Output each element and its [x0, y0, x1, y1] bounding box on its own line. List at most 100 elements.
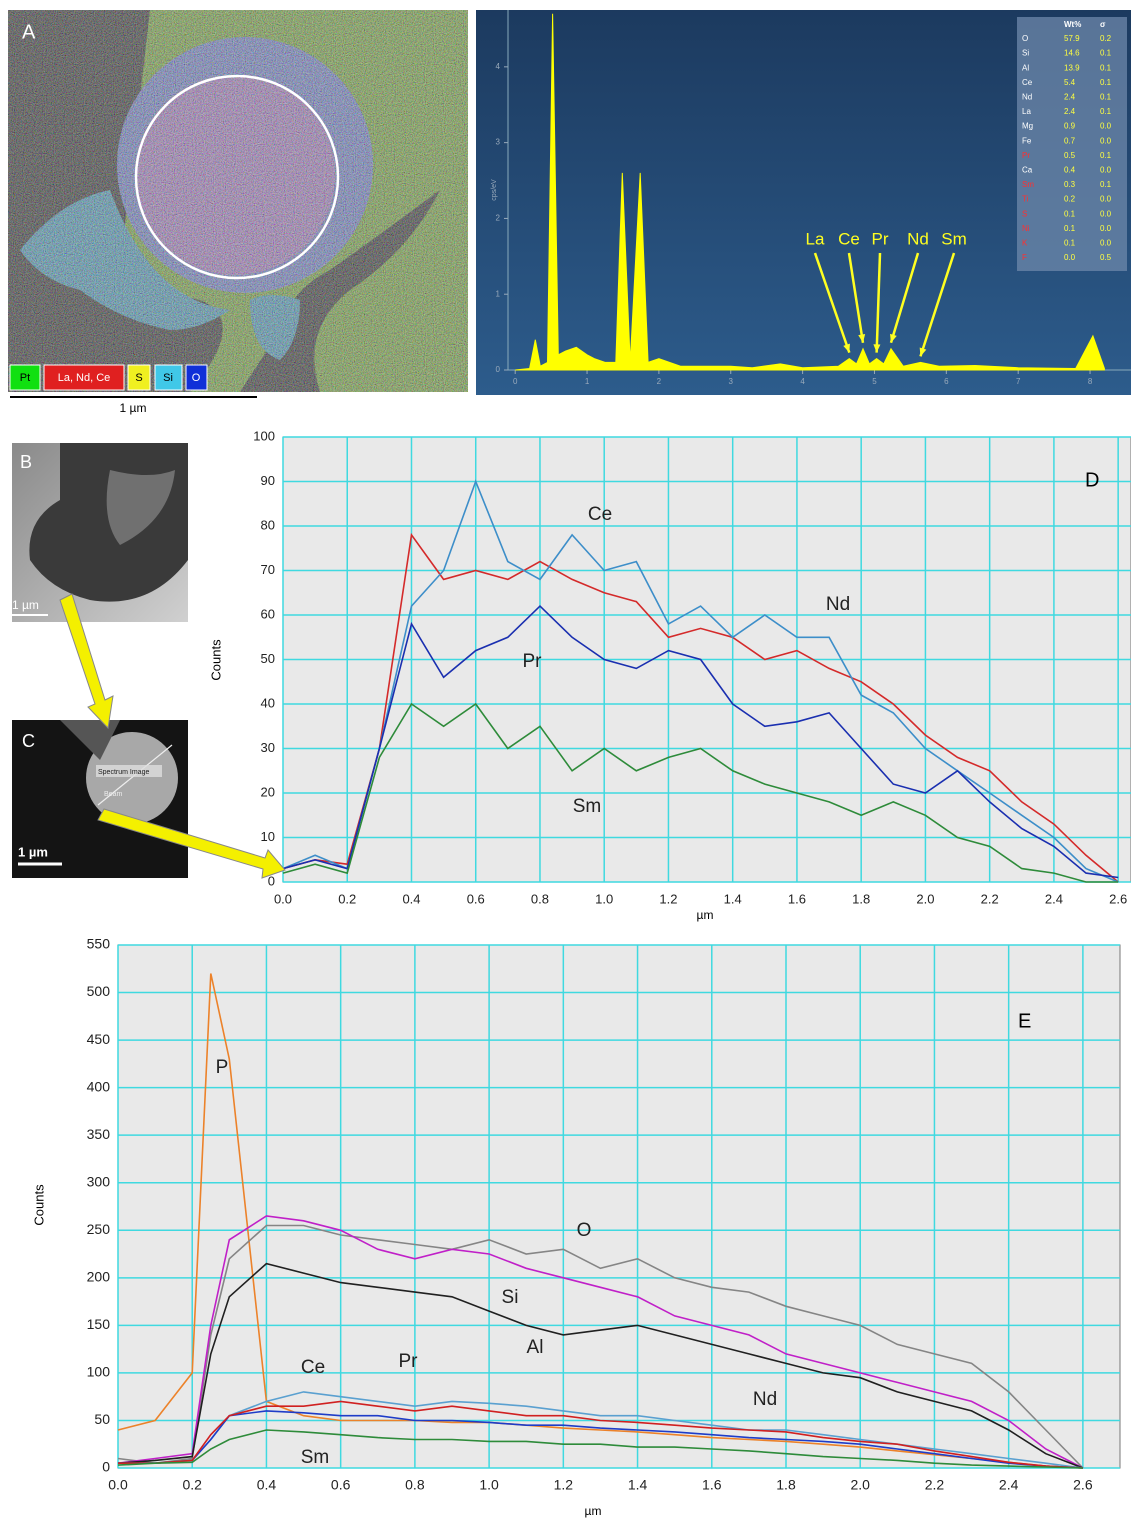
scale-label: 1 µm: [120, 401, 147, 415]
peak-label: Sm: [941, 229, 967, 248]
series-label: Si: [502, 1287, 519, 1308]
table-cell: Sm: [1022, 180, 1034, 189]
panel-label: A: [22, 21, 36, 43]
table-cell: 2.4: [1064, 107, 1076, 116]
x-tick-label: 8: [1088, 377, 1093, 386]
x-tick-label: 0.2: [182, 1477, 202, 1493]
x-tick-label: 1.4: [724, 891, 742, 906]
x-tick-label: 4: [800, 377, 805, 386]
legend-text: La, Nd, Ce: [58, 372, 111, 384]
table-cell: Nd: [1022, 93, 1032, 102]
x-tick-label: 1.8: [852, 891, 870, 906]
table-cell: 0.1: [1100, 78, 1112, 87]
x-tick-label: 2.4: [999, 1477, 1019, 1493]
x-tick-label: 1.6: [788, 891, 806, 906]
y-tick-label: 100: [253, 428, 275, 443]
y-axis-label: cps/eV: [491, 179, 498, 201]
x-tick-label: 1.2: [659, 891, 677, 906]
x-tick-label: 2.0: [850, 1477, 870, 1493]
series-label: Pr: [399, 1351, 419, 1372]
table-cell: 57.9: [1064, 34, 1080, 43]
panel-label: B: [20, 452, 32, 472]
y-tick-label: 0: [102, 1459, 110, 1475]
series-label: P: [216, 1057, 229, 1078]
table-cell: 0.9: [1064, 122, 1076, 131]
panel-label: C: [22, 731, 35, 751]
table-cell: Ca: [1022, 166, 1033, 175]
y-axis-label: Counts: [208, 639, 223, 681]
y-tick-label: 70: [261, 562, 275, 577]
table-cell: F: [1022, 253, 1027, 262]
table-cell: 0.5: [1100, 253, 1112, 262]
y-tick-label: 0: [496, 365, 501, 374]
x-tick-label: 5: [872, 377, 877, 386]
x-tick-label: 0.6: [467, 891, 485, 906]
peak-label: Nd: [907, 229, 929, 248]
table-cell: 0.7: [1064, 136, 1076, 145]
table-cell: La: [1022, 107, 1031, 116]
x-tick-label: 1.4: [628, 1477, 648, 1493]
x-tick-label: 0.2: [338, 891, 356, 906]
table-cell: Pr: [1022, 151, 1030, 160]
map-noise: [8, 10, 468, 392]
table-cell: K: [1022, 239, 1028, 248]
table-cell: 0.1: [1100, 151, 1112, 160]
x-tick-label: 0.6: [331, 1477, 351, 1493]
table-header: σ: [1100, 20, 1106, 29]
table-header: Wt%: [1064, 20, 1081, 29]
table-cell: 5.4: [1064, 78, 1076, 87]
peak-label: Ce: [838, 229, 860, 248]
panel-label: E: [1018, 1010, 1031, 1032]
table-cell: Ce: [1022, 78, 1033, 87]
x-tick-label: 1.0: [595, 891, 613, 906]
table-cell: 0.1: [1064, 239, 1076, 248]
panel-a-map: [8, 10, 468, 392]
series-label: Al: [527, 1337, 544, 1358]
table-cell: 0.1: [1064, 209, 1076, 218]
table-cell: 0.0: [1064, 253, 1076, 262]
y-tick-label: 80: [261, 517, 275, 532]
table-cell: 0.0: [1100, 209, 1112, 218]
y-tick-label: 400: [87, 1078, 111, 1094]
y-tick-label: 4: [496, 62, 501, 71]
y-tick-label: 100: [87, 1364, 111, 1380]
x-tick-label: 1.6: [702, 1477, 722, 1493]
table-cell: 0.1: [1100, 107, 1112, 116]
x-tick-label: 2: [657, 377, 662, 386]
x-tick-label: 0.4: [257, 1477, 277, 1493]
legend-text: Si: [163, 372, 173, 384]
legend-text: S: [135, 372, 142, 384]
x-tick-label: 2.2: [981, 891, 999, 906]
overlay-text: Beam: [104, 791, 122, 798]
x-tick-label: 2.6: [1073, 1477, 1093, 1493]
table-cell: 0.0: [1100, 136, 1112, 145]
y-tick-label: 300: [87, 1173, 111, 1189]
x-tick-label: 1.8: [776, 1477, 796, 1493]
x-tick-label: 7: [1016, 377, 1021, 386]
x-axis-label: µm: [585, 1504, 602, 1518]
y-tick-label: 200: [87, 1269, 111, 1285]
table-cell: 0.2: [1064, 195, 1076, 204]
table-cell: 13.9: [1064, 63, 1080, 72]
table-cell: 0.3: [1064, 180, 1076, 189]
legend-text: Pt: [20, 372, 30, 384]
y-tick-label: 30: [261, 740, 275, 755]
y-tick-label: 3: [496, 138, 501, 147]
y-tick-label: 450: [87, 1031, 111, 1047]
table-cell: 14.6: [1064, 49, 1080, 58]
y-tick-label: 20: [261, 784, 275, 799]
table-cell: 0.0: [1100, 122, 1112, 131]
table-cell: 0.1: [1064, 224, 1076, 233]
series-label: Nd: [753, 1389, 777, 1410]
x-tick-label: 0.8: [405, 1477, 425, 1493]
table-cell: 0.2: [1100, 34, 1112, 43]
table-cell: 0.1: [1100, 93, 1112, 102]
y-tick-label: 10: [261, 829, 275, 844]
series-label: Pr: [523, 651, 543, 672]
x-tick-label: 1.0: [479, 1477, 499, 1493]
table-cell: 0.0: [1100, 224, 1112, 233]
y-tick-label: 50: [261, 651, 275, 666]
x-tick-label: 2.2: [925, 1477, 945, 1493]
series-label: O: [577, 1220, 592, 1241]
